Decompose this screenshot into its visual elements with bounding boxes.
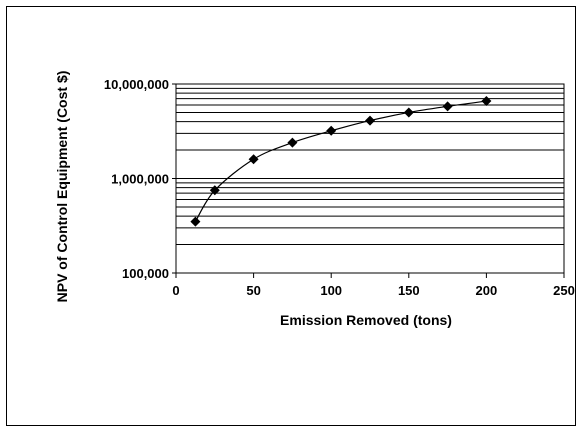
data-point: [326, 125, 337, 136]
x-tick-label: 0: [172, 283, 179, 298]
data-point: [190, 216, 201, 227]
series-markers: [190, 96, 492, 227]
data-point: [209, 185, 220, 196]
y-tick-label: 1,000,000: [111, 172, 169, 187]
grid-lines: [176, 83, 564, 274]
data-point: [481, 96, 492, 107]
y-axis-title: NPV of Control Equipment (Cost $): [54, 71, 70, 303]
chart-svg: 100,000 1,000,000 10,000,000 0 50 100 150 200 25…: [54, 71, 575, 328]
y-tick-label: 10,000,000: [104, 77, 169, 92]
x-tick-label: 200: [476, 283, 498, 298]
x-axis-title: Emission Removed (tons): [280, 312, 452, 328]
axis-ticks: 100,000 1,000,000 10,000,000 0 50 100 150 200 25…: [104, 77, 575, 298]
data-point: [248, 154, 259, 165]
x-tick-label: 50: [246, 283, 260, 298]
x-tick-label: 150: [398, 283, 420, 298]
x-tick-label: 100: [320, 283, 342, 298]
y-tick-label: 100,000: [122, 266, 169, 281]
x-tick-label: 250: [553, 283, 575, 298]
chart-frame: 100,000 1,000,000 10,000,000 0 50 100 150 200 25…: [6, 6, 576, 426]
data-point: [442, 101, 453, 112]
series-line: [194, 100, 487, 222]
data-point: [403, 107, 414, 118]
data-point: [365, 115, 375, 126]
data-point: [287, 137, 298, 148]
